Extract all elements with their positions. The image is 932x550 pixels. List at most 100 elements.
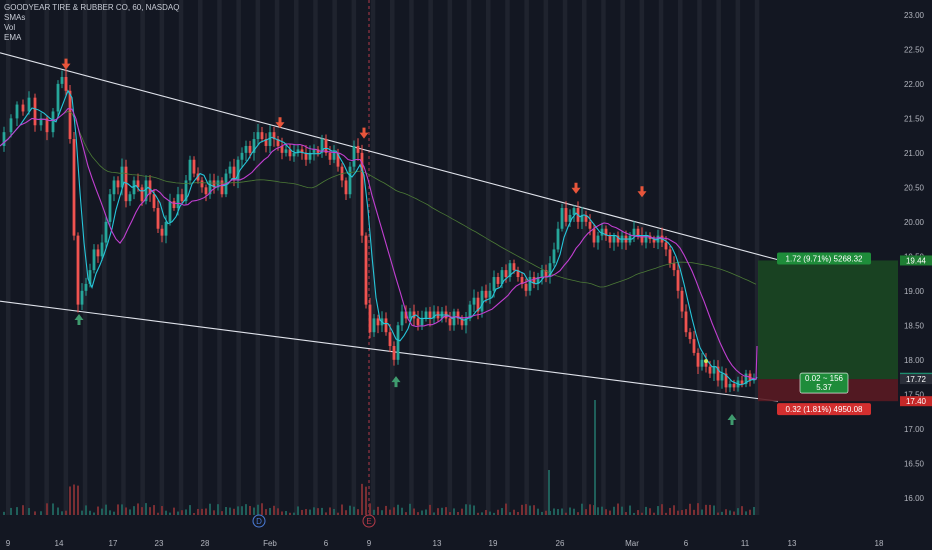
candle-body: [204, 187, 208, 195]
volume-bar: [233, 508, 235, 515]
candle-body: [308, 152, 312, 160]
volume-bar: [57, 507, 59, 515]
volume-bar: [301, 509, 303, 515]
long-position-tool[interactable]: 1.72 (9.71%) 5268.32 0.32 (1.81%) 4950.08…: [758, 252, 898, 416]
volume-bar: [665, 512, 667, 515]
candle-body: [284, 149, 288, 153]
volume-bar: [213, 510, 215, 515]
candle-body: [212, 180, 216, 188]
candle-body: [400, 311, 404, 326]
volume-bar: [97, 506, 99, 515]
x-tick-label: 23: [155, 539, 164, 548]
volume-bar: [657, 506, 659, 515]
volume-bar: [293, 512, 295, 515]
volume-bar: [433, 512, 435, 515]
volume-bar: [517, 511, 519, 515]
candle-body: [216, 180, 220, 188]
legend-item-ema[interactable]: EMA: [4, 33, 22, 42]
price-tag-label: 17.40: [906, 397, 927, 406]
candle-body: [568, 214, 572, 222]
session-band: [44, 0, 49, 515]
candle-body: [164, 221, 168, 236]
volume-bar: [725, 509, 727, 515]
candle-body: [640, 235, 644, 243]
volume-bar: [585, 509, 587, 515]
volume-bar: [649, 508, 651, 515]
down-arrow-icon: [359, 127, 369, 139]
legend-item-smas[interactable]: SMAs: [4, 13, 26, 22]
price-axis[interactable]: 16.0016.5017.0017.5018.0018.5019.0019.50…: [898, 0, 932, 550]
volume-bar: [221, 511, 223, 515]
candle-body: [64, 76, 68, 91]
y-tick-label: 18.50: [904, 321, 925, 330]
y-tick-label: 17.00: [904, 425, 925, 434]
session-band: [159, 0, 165, 515]
candle-body: [448, 318, 452, 326]
candle-body: [580, 214, 584, 222]
y-tick-label: 22.00: [904, 80, 925, 89]
candle-body: [96, 249, 100, 257]
candle-body: [304, 152, 308, 160]
price-tag-label: 17.72: [906, 375, 927, 384]
volume-bar: [529, 505, 531, 515]
volume-bar: [73, 484, 75, 515]
volume-bar: [289, 512, 291, 515]
candle-body: [288, 149, 292, 157]
session-band: [658, 0, 664, 515]
candle-body: [388, 332, 392, 346]
volume-bar: [561, 508, 563, 515]
volume-bar: [34, 511, 36, 515]
ratio-box: [799, 372, 849, 394]
volume-bar: [101, 508, 103, 515]
volume-bar: [113, 511, 115, 515]
candle-body: [68, 90, 72, 140]
down-arrow-icon: [275, 117, 285, 129]
candle-body: [108, 194, 112, 222]
volume-bar: [548, 470, 550, 515]
candle-body: [608, 235, 612, 243]
candle-body: [316, 149, 320, 153]
candle-body: [220, 180, 224, 195]
candle-body: [492, 277, 496, 291]
moving-averages: [0, 89, 758, 386]
x-tick-label: 26: [556, 539, 565, 548]
candle-body: [584, 214, 588, 222]
volume-bar: [741, 506, 743, 515]
candle-body: [128, 194, 132, 202]
x-tick-label: 13: [788, 539, 797, 548]
volume-bar: [22, 505, 24, 515]
symbol-title: GOODYEAR TIRE & RUBBER CO, 60, NASDAQ: [4, 3, 180, 12]
volume-bar: [709, 504, 711, 515]
trendline-upper: [0, 52, 779, 261]
candle-body: [280, 145, 284, 153]
candle-body: [544, 270, 548, 278]
candle-body: [156, 208, 160, 229]
signal-dot: [704, 359, 708, 364]
volume-bar: [269, 507, 271, 515]
volume-bar: [605, 509, 607, 515]
volume-bar: [28, 508, 30, 515]
session-band: [351, 0, 357, 515]
x-tick-label: Mar: [625, 539, 639, 548]
volume-bar: [541, 511, 543, 515]
volume-bar: [521, 504, 523, 515]
price-tag-box: [900, 396, 932, 407]
candle-body: [148, 180, 152, 195]
session-band: [140, 0, 145, 515]
ratio-label-bottom: 5.37: [816, 383, 832, 392]
trendlines[interactable]: [0, 52, 779, 402]
trendline-lower: [0, 300, 779, 402]
volume-bar: [177, 511, 179, 515]
up-arrow-icon: [727, 414, 737, 426]
volume-bar: [417, 512, 419, 515]
y-tick-label: 23.00: [904, 11, 925, 20]
up-arrow-icon: [391, 376, 401, 388]
legend-item-vol[interactable]: Vol: [4, 23, 16, 32]
session-band: [639, 0, 645, 515]
candle-body: [9, 118, 13, 133]
candle-body: [312, 149, 316, 153]
volume-bar: [669, 507, 671, 515]
time-axis[interactable]: 9 14 17 23 28 Feb 6 9 13 19 26 Mar 6 11 13 18: [0, 534, 898, 550]
